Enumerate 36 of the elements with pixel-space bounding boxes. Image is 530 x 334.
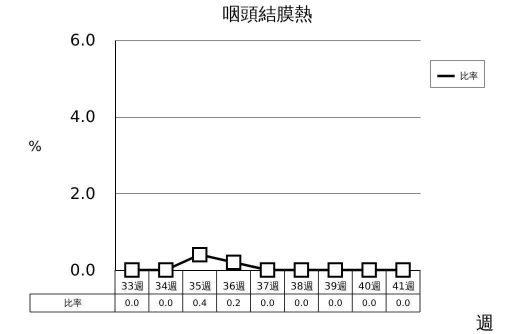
point	[294, 262, 310, 278]
x-tick-label: 37週	[256, 282, 280, 292]
chart-title: 咽頭結膜熱	[222, 4, 312, 25]
x-tick-label: 34週	[154, 282, 178, 292]
point	[226, 254, 242, 270]
point	[328, 262, 343, 278]
x-tick-label: 40週	[358, 282, 382, 292]
point	[158, 262, 174, 278]
x-tick-label: 36週	[222, 282, 246, 292]
x-tick-label: 41週	[392, 282, 415, 292]
y-axis-title: %	[28, 139, 42, 155]
legend-label: 比率	[460, 71, 478, 82]
point	[192, 246, 208, 262]
x-tick-label: 35週	[188, 282, 212, 292]
text: 比率	[64, 299, 82, 309]
x-axis-title: 週	[476, 313, 494, 334]
point	[260, 262, 276, 278]
point	[124, 262, 140, 278]
data-label: 0.0	[294, 299, 309, 309]
data-label: 0.0	[396, 299, 410, 309]
y-tick-label: 6.0	[70, 30, 96, 50]
point	[361, 262, 377, 278]
data-label: 0.0	[362, 299, 377, 309]
y-tick-label: 4.0	[70, 107, 96, 126]
data-label: 0.2	[226, 299, 241, 309]
data-label: 0.0	[328, 299, 343, 309]
data-label: 0.4	[192, 299, 208, 309]
data-label: 0.0	[158, 299, 174, 309]
point	[395, 262, 411, 278]
data-label: 0.0	[124, 299, 140, 309]
y-tick-label: 2.0	[70, 184, 96, 203]
x-tick-label: 39週	[324, 282, 348, 292]
x-tick-label: 38週	[290, 282, 314, 292]
data-label: 0.0	[260, 299, 275, 309]
x-tick-label: 33週	[121, 282, 144, 292]
y-tick-label: 0.0	[70, 260, 96, 280]
